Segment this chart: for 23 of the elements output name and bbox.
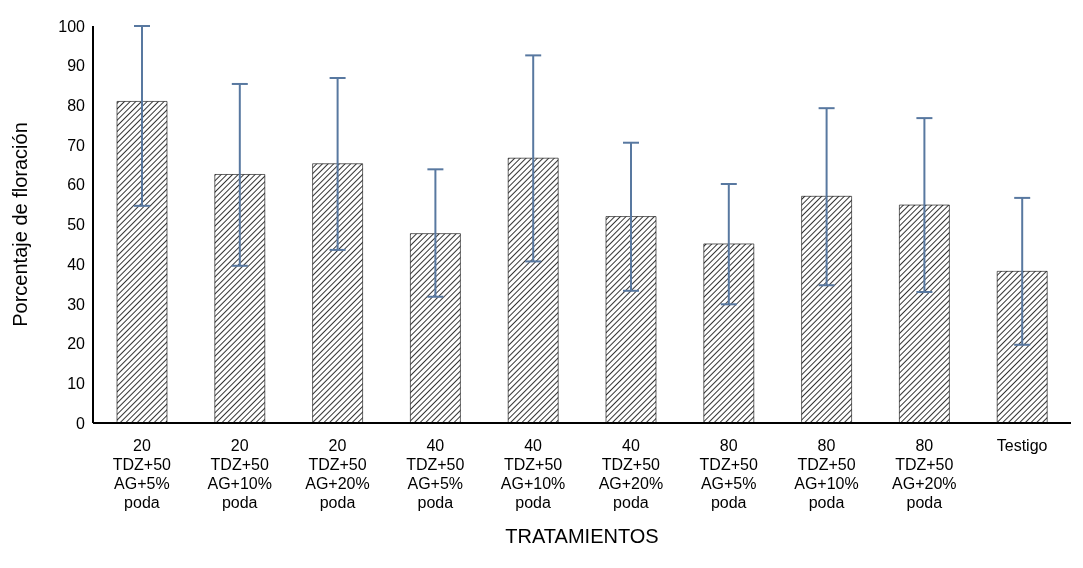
x-tick-label: 40 TDZ+50 AG+10% poda [500,437,566,511]
y-tick-label: 90 [67,57,86,75]
y-tick-label: 100 [58,17,86,35]
x-tick-label: Testigo [996,437,1048,454]
y-tick-label: 70 [67,136,86,154]
x-tick-label: 20 TDZ+50 AG+20% poda [305,437,370,511]
y-tick-label: 60 [67,176,86,194]
x-tick-label: 20 TDZ+50 AG+10% poda [207,437,272,511]
y-axis-title: Porcentaje de floración [9,122,32,327]
x-tick-label: 20 TDZ+50 AG+5% poda [112,437,172,511]
x-tick-label: 80 TDZ+50 AG+5% poda [699,437,758,511]
y-tick-label: 20 [67,335,86,353]
y-tick-label: 50 [67,216,86,234]
y-tick-label: 40 [67,255,86,273]
y-tick-label: 10 [67,374,86,392]
x-tick-label: 40 TDZ+50 AG+20% poda [598,437,664,511]
x-axis-title: TRATAMIENTOS [505,525,659,547]
x-tick-label: 80 TDZ+50 AG+20% poda [892,437,957,511]
x-tick-label: 80 TDZ+50 AG+10% poda [794,437,859,511]
y-tick-label: 0 [76,414,86,432]
y-tick-label: 30 [67,295,86,313]
x-tick-label: 40 TDZ+50 AG+5% poda [406,437,465,511]
y-tick-label: 80 [67,97,86,115]
